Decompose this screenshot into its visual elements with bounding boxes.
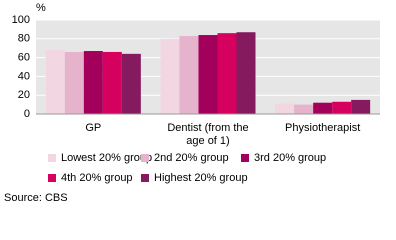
bar [294,104,314,114]
bar [121,53,141,114]
bar [332,101,352,114]
y-tick-label: 40 [18,70,30,82]
bar [83,51,103,114]
legend-label: 2nd 20% group [154,152,229,164]
legend-label: 3rd 20% group [254,152,327,164]
legend-swatch [48,154,56,162]
legend-swatch [141,154,149,162]
bar [102,51,122,114]
y-tick-label: 0 [24,108,30,120]
x-tick-label: GP [85,122,102,134]
y-tick-label: 80 [18,33,30,45]
legend-item: 2nd 20% group [141,152,229,164]
legend-label: Lowest 20% group [61,152,153,164]
y-tick-label: 60 [18,52,30,64]
bar [275,103,295,114]
bar [351,99,371,114]
legend-item: Highest 20% group [141,172,248,184]
bar [217,33,237,114]
legend-item: Lowest 20% group [48,152,152,164]
legend-swatch [141,174,149,182]
legend-label: Highest 20% group [154,172,248,184]
y-tick-label: 20 [18,89,30,101]
bar [160,38,180,114]
bar [179,35,199,115]
bar [64,51,84,114]
x-tick-label: Physiotherapist [285,122,361,134]
legend-label: 4th 20% group [61,172,133,184]
x-tick-label: Dentist (from the age of 1) [167,122,249,147]
bar [45,50,65,114]
legend-item: 3rd 20% group [241,152,326,164]
legend-item: 4th 20% group [48,172,133,184]
legend-swatch [241,154,249,162]
legend-swatch [48,174,56,182]
y-axis-label: % [36,2,46,14]
bar [313,102,333,114]
bar [236,32,256,114]
page: % 0 20 40 60 80 100 Source: CBS GP Dentist (fr… [4,2,380,204]
source: Source: CBS [4,192,68,204]
y-tick-label: 100 [12,14,30,26]
chart: % 0 20 40 60 80 100 [12,2,380,120]
bar [198,35,218,114]
